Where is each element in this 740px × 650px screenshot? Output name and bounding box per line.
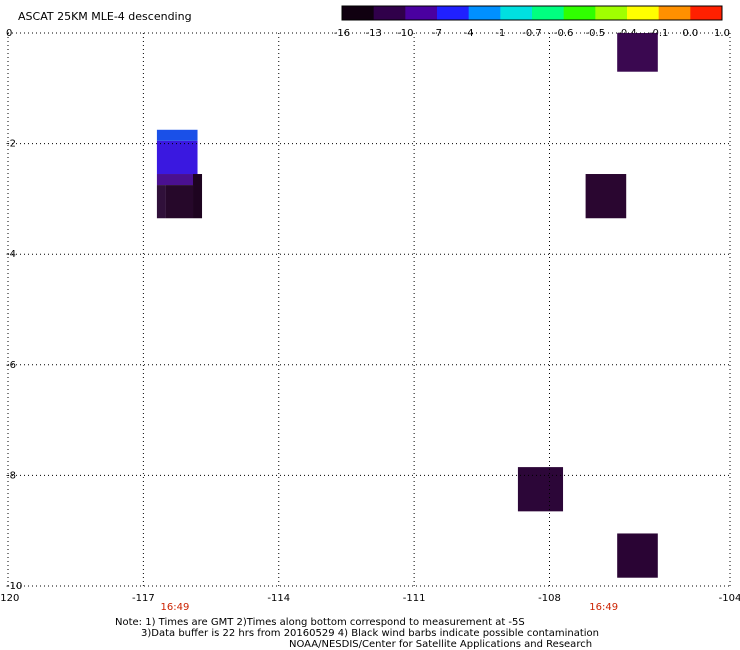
colorbar-label: -16 <box>334 28 350 39</box>
colorbar-label: -0.5 <box>586 28 606 39</box>
data-cell <box>617 533 658 578</box>
y-tick-label: -2 <box>6 139 16 150</box>
colorbar-segment <box>532 6 565 20</box>
colorbar-segment <box>373 6 406 20</box>
colorbar-segment <box>437 6 470 20</box>
colorbar-segment <box>595 6 628 20</box>
x-axis-labels: -120 -117 -114 -111 -108 -104 <box>0 593 740 604</box>
colorbar-label: 1.0 <box>714 28 730 39</box>
colorbar-segment <box>500 6 533 20</box>
colorbar-segment <box>405 6 438 20</box>
note-line-2: 3)Data buffer is 22 hrs from 20160529 4)… <box>141 628 599 639</box>
data-cell <box>617 33 658 72</box>
y-tick-label: -10 <box>6 581 22 592</box>
x-tick-label: -111 <box>403 593 426 604</box>
y-axis-labels: 0 -2 -4 -6 -8 -10 <box>6 28 22 592</box>
colorbar-label: -10 <box>397 28 413 39</box>
note-line-3: NOAA/NESDIS/Center for Satellite Applica… <box>289 639 592 650</box>
colorbar <box>341 5 723 21</box>
data-cell <box>156 140 198 175</box>
data-cell <box>156 174 198 186</box>
grid-lines <box>7 32 731 587</box>
colorbar-segment <box>658 6 691 20</box>
note-line-1: Note: 1) Times are GMT 2)Times along bot… <box>115 617 525 628</box>
data-cell <box>193 174 203 219</box>
colorbar-segment <box>468 6 501 20</box>
y-tick-label: -4 <box>6 249 16 260</box>
colorbar-labels: -16-13-10-7-4-1-0.7-0.6-0.5-0.4-0.10.01.… <box>334 28 730 39</box>
colorbar-frame <box>341 5 723 21</box>
y-tick-label: 0 <box>6 28 12 39</box>
data-cell <box>165 185 194 219</box>
y-tick-label: -8 <box>6 470 16 481</box>
colorbar-segment <box>563 6 596 20</box>
data-cell <box>517 467 564 512</box>
colorbar-segment <box>690 6 723 20</box>
data-cells <box>156 33 658 578</box>
chart-title: ASCAT 25KM MLE-4 descending <box>18 10 192 23</box>
data-cell <box>156 185 166 219</box>
colorbar-segment <box>342 6 375 20</box>
time-label: 16:49 <box>161 602 190 613</box>
colorbar-label: -0.6 <box>554 28 574 39</box>
colorbar-label: -0.1 <box>649 28 669 39</box>
colorbar-segment <box>627 6 660 20</box>
x-tick-label: -114 <box>267 593 290 604</box>
x-tick-label: -108 <box>538 593 561 604</box>
data-cell <box>156 129 198 141</box>
data-cell <box>585 174 627 219</box>
time-label: 16:49 <box>589 602 618 613</box>
plot-area: -120 -117 -114 -111 -108 -104 0 -2 -4 -6 -8 -10 16… <box>0 28 740 613</box>
x-tick-label: -120 <box>0 593 19 604</box>
time-labels: 16:49 16:49 <box>161 602 619 613</box>
colorbar-label: 0.0 <box>682 28 698 39</box>
x-tick-label: -104 <box>719 593 740 604</box>
x-tick-label: -117 <box>132 593 155 604</box>
colorbar-label: -13 <box>365 28 381 39</box>
y-tick-label: -6 <box>6 360 16 371</box>
